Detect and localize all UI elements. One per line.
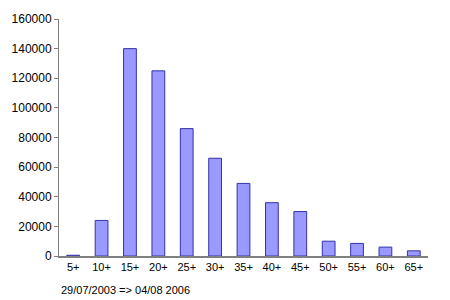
- svg-text:35+: 35+: [234, 261, 253, 273]
- svg-text:25+: 25+: [177, 261, 196, 273]
- svg-text:65+: 65+: [404, 261, 423, 273]
- svg-text:20+: 20+: [149, 261, 168, 273]
- svg-text:60000: 60000: [18, 160, 52, 174]
- svg-text:0: 0: [45, 249, 52, 263]
- svg-text:40000: 40000: [18, 190, 52, 204]
- svg-text:50+: 50+: [319, 261, 338, 273]
- svg-text:60+: 60+: [376, 261, 395, 273]
- svg-text:120000: 120000: [12, 71, 52, 85]
- svg-text:100000: 100000: [12, 101, 52, 115]
- svg-text:10+: 10+: [92, 261, 111, 273]
- svg-text:45+: 45+: [291, 261, 310, 273]
- svg-text:40+: 40+: [263, 261, 282, 273]
- svg-text:80000: 80000: [18, 131, 52, 145]
- svg-text:20000: 20000: [18, 220, 52, 234]
- svg-text:5+: 5+: [67, 261, 80, 273]
- svg-text:55+: 55+: [348, 261, 367, 273]
- svg-text:160000: 160000: [12, 12, 52, 26]
- svg-text:30+: 30+: [206, 261, 225, 273]
- svg-text:29/07/2003 => 04/08 2006: 29/07/2003 => 04/08 2006: [61, 284, 190, 296]
- svg-text:140000: 140000: [12, 42, 52, 56]
- svg-text:15+: 15+: [121, 261, 140, 273]
